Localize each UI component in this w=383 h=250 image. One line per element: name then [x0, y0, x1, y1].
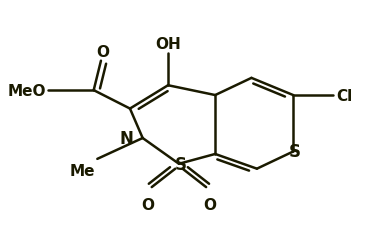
Text: O: O — [96, 45, 109, 60]
Text: S: S — [175, 155, 187, 173]
Text: Me: Me — [70, 163, 95, 178]
Text: N: N — [120, 130, 134, 148]
Text: S: S — [289, 143, 301, 161]
Text: MeO: MeO — [8, 83, 47, 98]
Text: OH: OH — [155, 37, 181, 52]
Text: Cl: Cl — [337, 88, 353, 103]
Text: O: O — [142, 197, 155, 212]
Text: O: O — [203, 197, 216, 212]
